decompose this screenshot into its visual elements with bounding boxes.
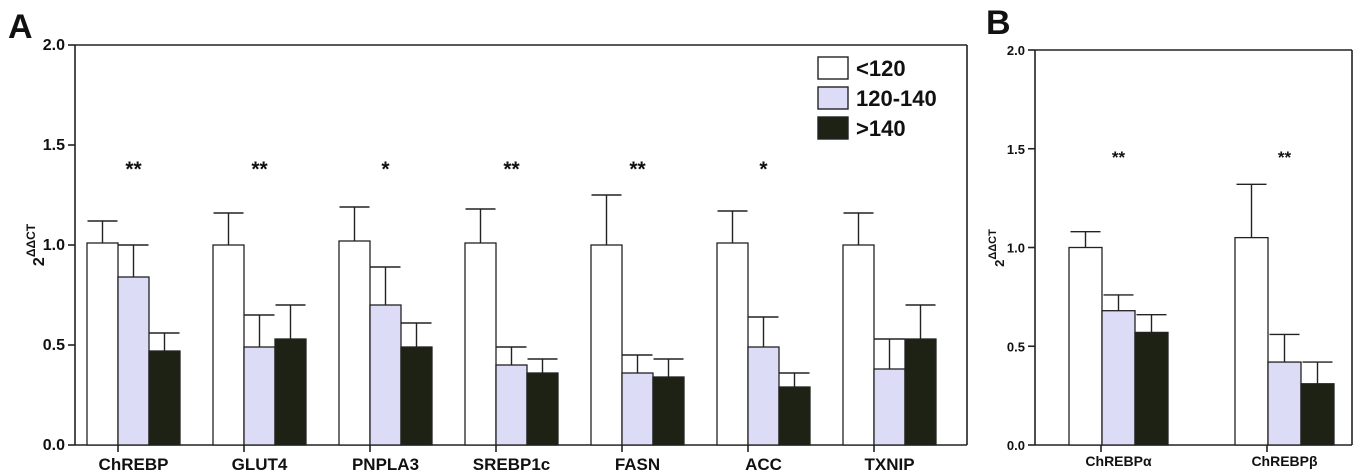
legend-swatch [817, 116, 849, 140]
panel-a-chart: 2ΔΔCT 0.0 0.5 1.0 1.5 2.0 ChREBP GLUT4 PNPLA3 S… [24, 37, 968, 474]
panel-a-ytick-label: 1.0 [43, 237, 65, 254]
bar-PNPLA3-120-140 [369, 304, 402, 446]
legend-label: <120 [856, 56, 906, 81]
category-label: ACC [745, 455, 782, 474]
category-label: FASN [615, 455, 660, 474]
panel-a-ytick-label: 0.0 [43, 437, 65, 454]
bar-PNPLA3->140 [400, 346, 433, 446]
bar-ACC-120-140 [747, 346, 780, 446]
legend-label: 120-140 [856, 86, 937, 111]
category-label: PNPLA3 [352, 455, 419, 474]
bar-ACC-<120 [716, 242, 749, 446]
bar-ChREBP->140 [148, 350, 181, 446]
panel-a-ytick-label: 1.5 [43, 137, 65, 154]
bar-ChREBP-120-140 [117, 276, 150, 446]
legend-swatch [817, 56, 849, 80]
significance-marker: ** [1112, 148, 1126, 167]
category-label: ChREBP [99, 455, 169, 474]
panel-b-chart: 2ΔΔCT 0.0 0.5 1.0 1.5 2.0 ChREBPα ChREBPβ ** *… [987, 43, 1353, 469]
category-label: ChREBPβ [1251, 453, 1318, 469]
bar-PNPLA3-<120 [338, 240, 371, 446]
panel-letter-a: A [8, 8, 33, 46]
legend-label: >140 [856, 116, 906, 141]
category-label: TXNIP [864, 455, 914, 474]
bar-SREBP1c->140 [526, 372, 559, 446]
category-label: GLUT4 [232, 455, 288, 474]
significance-marker: ** [251, 158, 268, 181]
bar-ChREBPβ-120-140 [1267, 361, 1302, 446]
bar-ChREBPβ-<120 [1234, 236, 1269, 446]
bar-GLUT4-<120 [212, 244, 245, 446]
panel-a-ylabel: 2ΔΔCT [24, 223, 48, 266]
legend: <120 120-140 >140 [817, 56, 937, 141]
significance-marker: * [381, 158, 390, 181]
panel-b-ytick-label: 1.0 [1007, 241, 1025, 256]
panel-b-ytick-label: 1.5 [1007, 142, 1025, 157]
bar-SREBP1c-<120 [464, 242, 497, 446]
bar-ChREBPα-<120 [1068, 246, 1103, 446]
bar-ChREBPβ->140 [1300, 383, 1335, 446]
significance-marker: ** [125, 158, 142, 181]
significance-marker: ** [503, 158, 520, 181]
significance-marker: * [759, 158, 768, 181]
panel-a-ytick-label: 2.0 [43, 37, 65, 54]
panel-b-ytick-label: 2.0 [1007, 43, 1025, 58]
panel-b-ytick-label: 0.0 [1007, 438, 1025, 453]
bar-ChREBPα->140 [1134, 331, 1169, 446]
significance-marker: ** [629, 158, 646, 181]
bar-ChREBPα-120-140 [1101, 310, 1136, 446]
panel-b-ylabel: 2ΔΔCT [987, 229, 1007, 267]
significance-marker: ** [1278, 148, 1292, 167]
bar-FASN->140 [652, 376, 685, 446]
category-label: ChREBPα [1085, 453, 1152, 469]
bar-ACC->140 [778, 386, 811, 446]
legend-swatch [817, 86, 849, 110]
bar-SREBP1c-120-140 [495, 364, 528, 446]
panel-a-ytick-label: 0.5 [43, 337, 65, 354]
bar-TXNIP-120-140 [873, 368, 906, 446]
bar-GLUT4-120-140 [243, 346, 276, 446]
bar-FASN-120-140 [621, 372, 654, 446]
panel-b-ytick-label: 0.5 [1007, 339, 1025, 354]
bar-FASN-<120 [590, 244, 623, 446]
bar-ChREBP-<120 [86, 242, 119, 446]
category-label: SREBP1c [473, 455, 550, 474]
bar-GLUT4->140 [274, 338, 307, 446]
bar-TXNIP-<120 [842, 244, 875, 446]
bar-TXNIP->140 [904, 338, 937, 446]
panel-letter-b: B [986, 4, 1011, 42]
